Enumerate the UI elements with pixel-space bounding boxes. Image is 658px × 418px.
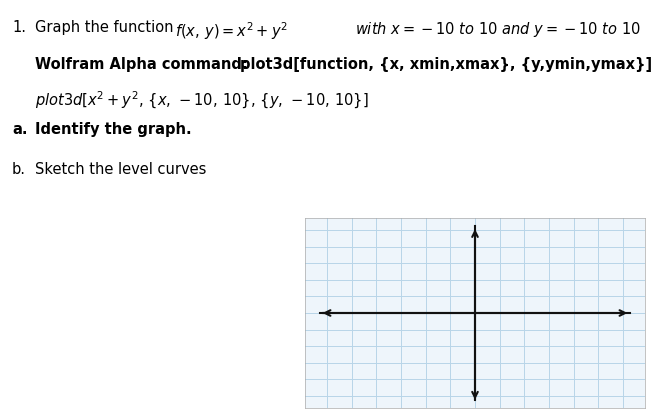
- Text: plot3d[function, {x, xmin,xmax}, {y,ymin,ymax}]: plot3d[function, {x, xmin,xmax}, {y,ymin…: [240, 57, 652, 72]
- Text: Identify the graph.: Identify the graph.: [35, 122, 191, 137]
- Text: Sketch the level curves: Sketch the level curves: [35, 162, 207, 177]
- Text: $f(x,\, y) = x^2 + y^2$: $f(x,\, y) = x^2 + y^2$: [175, 20, 288, 42]
- Text: a.: a.: [12, 122, 28, 137]
- Text: $\mathit{with}\ x = -10\ \mathit{to}\ 10\ \mathit{and}\ y = -10\ \mathit{to}\ 10: $\mathit{with}\ x = -10\ \mathit{to}\ 10…: [355, 20, 641, 39]
- Text: $\mathit{plot3d}[x^2 + y^2,\, \{x,\,-10,\,10\},\, \{y,\,-10,\,10\}]$: $\mathit{plot3d}[x^2 + y^2,\, \{x,\,-10,…: [35, 90, 368, 111]
- Text: Wolfram Alpha command:: Wolfram Alpha command:: [35, 57, 258, 72]
- Text: b.: b.: [12, 162, 26, 177]
- Text: Graph the function: Graph the function: [35, 20, 178, 35]
- Text: 1.: 1.: [12, 20, 26, 35]
